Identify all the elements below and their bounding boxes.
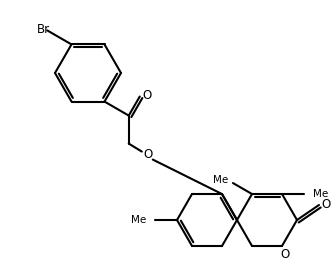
Text: O: O xyxy=(142,89,151,102)
Text: O: O xyxy=(143,148,152,161)
Text: O: O xyxy=(321,197,331,210)
Text: Br: Br xyxy=(37,23,50,36)
Text: Me: Me xyxy=(313,189,328,199)
Text: Me: Me xyxy=(213,175,228,185)
Text: O: O xyxy=(280,249,290,262)
Text: Me: Me xyxy=(131,215,146,225)
